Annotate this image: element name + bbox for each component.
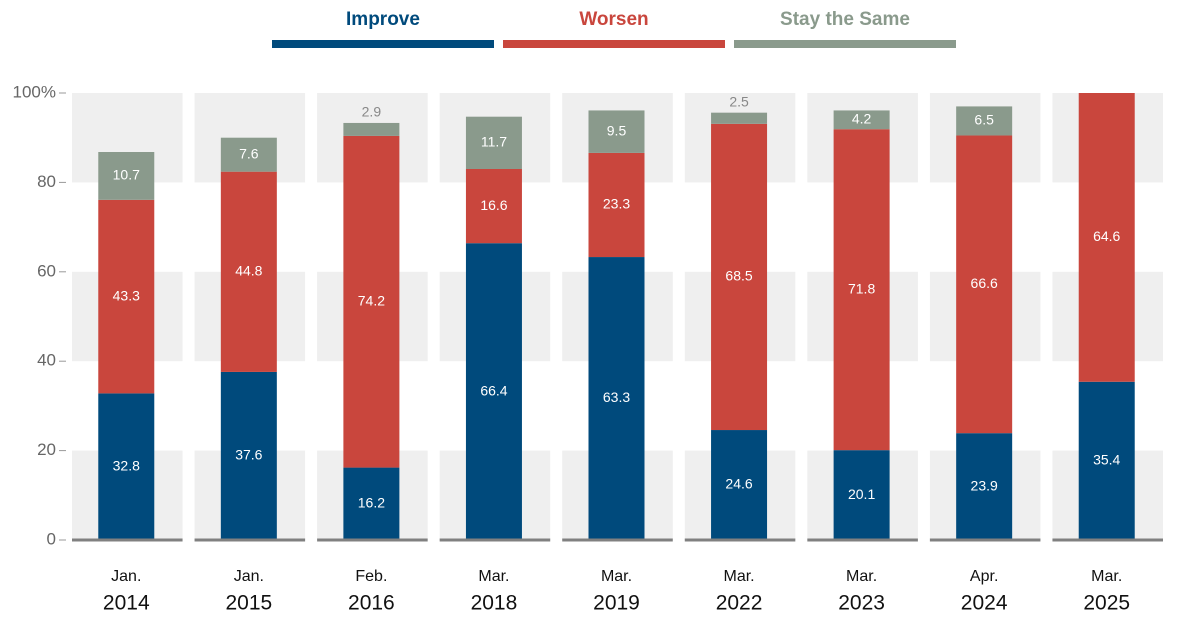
x-tick-month: Feb. xyxy=(355,568,387,585)
x-tick-month: Mar. xyxy=(601,568,632,585)
bar-segment xyxy=(956,135,1013,434)
bar-segment xyxy=(98,393,155,540)
x-tick-year: 2022 xyxy=(716,592,763,615)
data-label: 44.8 xyxy=(235,263,262,279)
bar-segment xyxy=(220,371,277,540)
y-tick-label: 20 xyxy=(37,440,56,459)
bar-segment xyxy=(343,135,400,468)
bar-segment xyxy=(711,430,768,540)
x-tick-year: 2016 xyxy=(348,592,395,615)
legend-label: Stay the Same xyxy=(780,9,910,30)
x-tick-month: Apr. xyxy=(970,568,998,585)
bar-segment xyxy=(833,129,890,451)
bar-segment xyxy=(343,122,400,136)
data-label: 23.9 xyxy=(971,477,998,493)
data-label: 71.8 xyxy=(848,280,875,296)
bar-segment xyxy=(1078,93,1135,382)
data-label: 7.6 xyxy=(239,145,259,161)
bar-segment xyxy=(956,106,1013,136)
x-tick-year: 2018 xyxy=(471,592,518,615)
data-label: 43.3 xyxy=(113,287,140,303)
bar-segment xyxy=(98,152,155,200)
bar-segment xyxy=(833,110,890,130)
data-label: 66.6 xyxy=(971,275,998,291)
data-label: 20.1 xyxy=(848,486,875,502)
data-label: 68.5 xyxy=(725,268,752,284)
bar-segment xyxy=(711,112,768,124)
data-label: 2.5 xyxy=(729,93,749,109)
data-label: 35.4 xyxy=(1093,452,1120,468)
bar-segment xyxy=(588,110,645,153)
bar-segment xyxy=(220,171,277,372)
legend-swatch xyxy=(503,40,725,48)
data-label: 24.6 xyxy=(725,476,752,492)
x-tick-month: Mar. xyxy=(1091,568,1122,585)
x-tick-year: 2019 xyxy=(593,592,640,615)
data-label: 10.7 xyxy=(113,167,140,183)
x-tick-month: Mar. xyxy=(723,568,754,585)
data-label: 23.3 xyxy=(603,196,630,212)
legend-swatch xyxy=(734,40,956,48)
data-label: 16.2 xyxy=(358,494,385,510)
x-tick-month: Mar. xyxy=(846,568,877,585)
bar-segment xyxy=(98,199,155,394)
data-label: 63.3 xyxy=(603,389,630,405)
x-tick-year: 2025 xyxy=(1083,592,1130,615)
bar-segment xyxy=(465,116,522,169)
legend-label: Improve xyxy=(346,9,420,30)
legend-label: Worsen xyxy=(579,9,648,30)
x-tick-year: 2024 xyxy=(961,592,1008,615)
data-label: 66.4 xyxy=(480,382,507,398)
bar-segment xyxy=(956,433,1013,540)
y-tick-label: 80 xyxy=(37,172,56,191)
bar-segment xyxy=(588,257,645,540)
x-tick-month: Jan. xyxy=(111,568,141,585)
bar-segment xyxy=(343,467,400,540)
legend-swatch xyxy=(272,40,494,48)
y-tick-label: 100% xyxy=(13,82,56,101)
x-tick-year: 2014 xyxy=(103,592,150,615)
data-label: 16.6 xyxy=(480,197,507,213)
x-tick-year: 2023 xyxy=(838,592,885,615)
bar-segment xyxy=(588,152,645,258)
y-tick-label: 40 xyxy=(37,351,56,370)
bar-segment xyxy=(1078,381,1135,540)
bar-segment xyxy=(465,168,522,244)
bar-segment xyxy=(220,137,277,172)
y-tick-label: 0 xyxy=(47,529,56,548)
y-tick-label: 60 xyxy=(37,261,56,280)
data-label: 6.5 xyxy=(974,112,994,128)
data-label: 74.2 xyxy=(358,292,385,308)
bar-segment xyxy=(833,450,890,540)
bar-segment xyxy=(465,243,522,540)
data-label: 2.9 xyxy=(362,104,382,120)
data-label: 11.7 xyxy=(481,134,507,150)
x-tick-month: Mar. xyxy=(478,568,509,585)
x-tick-month: Jan. xyxy=(234,568,264,585)
data-label: 37.6 xyxy=(235,447,262,463)
x-tick-year: 2015 xyxy=(225,592,272,615)
data-label: 32.8 xyxy=(113,457,140,473)
data-label: 64.6 xyxy=(1093,228,1120,244)
bar-segment xyxy=(711,123,768,431)
data-label: 9.5 xyxy=(607,122,627,138)
data-label: 4.2 xyxy=(852,111,872,127)
